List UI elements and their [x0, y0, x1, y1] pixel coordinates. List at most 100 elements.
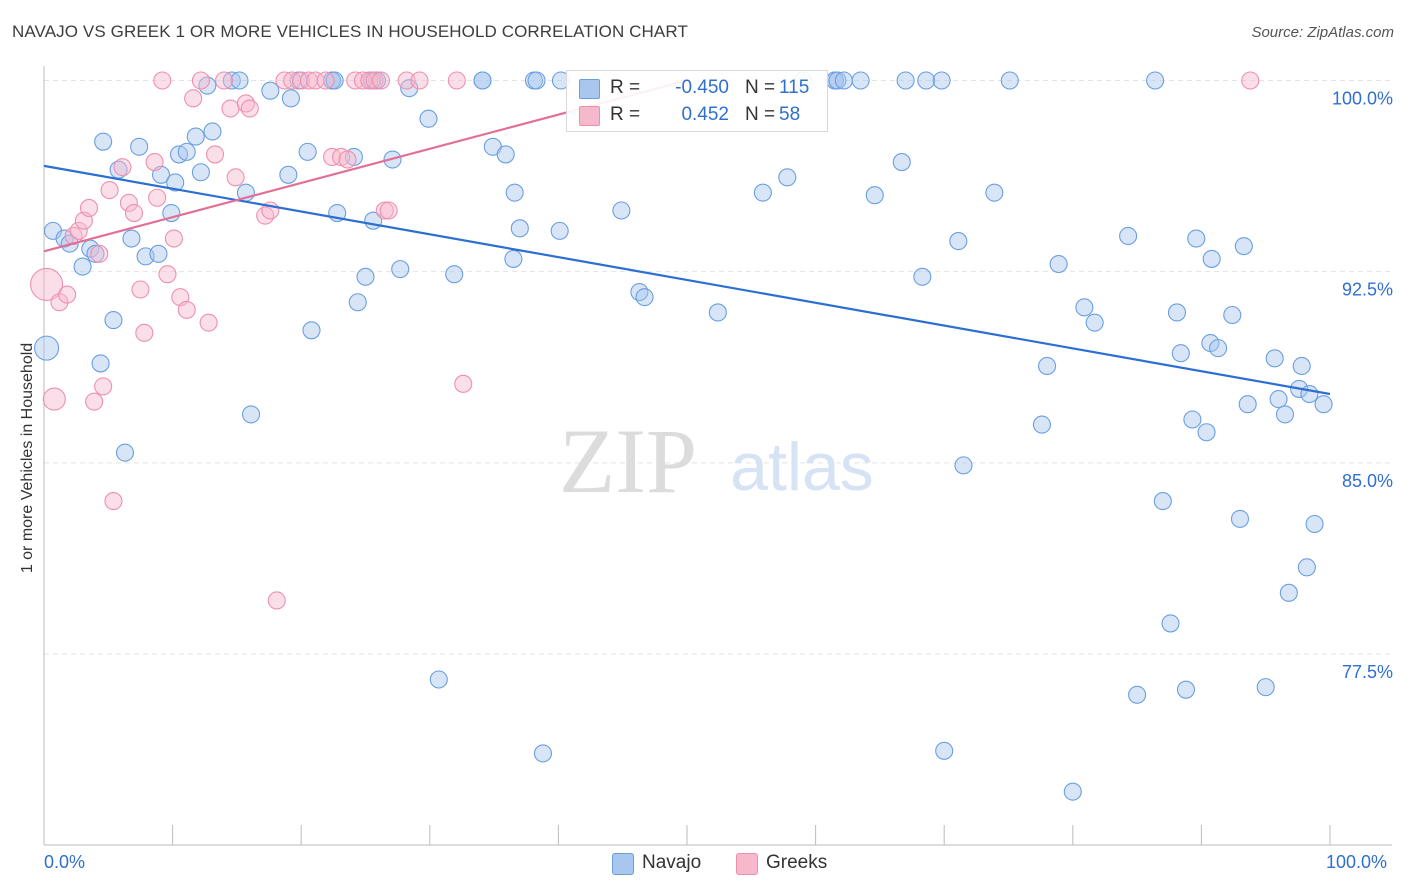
navajo-point — [917, 71, 936, 90]
navajo-point — [86, 244, 105, 263]
navajo-point — [1279, 583, 1298, 602]
greeks-point — [153, 71, 172, 90]
navajo-point — [281, 89, 300, 108]
greeks-point — [338, 150, 357, 169]
navajo-point — [241, 405, 261, 424]
greeks-point — [397, 71, 416, 90]
navajo-point — [302, 321, 321, 340]
navajo-point — [203, 122, 222, 141]
navajo-point — [1161, 614, 1180, 633]
navajo-point — [630, 283, 649, 302]
legend-swatch-navajo — [612, 853, 634, 875]
x-tick-label-max: 100.0% — [1326, 852, 1388, 872]
greeks-points — [30, 71, 1260, 610]
navajo-point — [1119, 226, 1138, 246]
navajo-point — [230, 71, 249, 90]
navajo-point — [186, 127, 205, 146]
navajo-point — [1234, 237, 1253, 256]
greeks-point — [158, 265, 177, 284]
navajo-point — [834, 71, 853, 90]
greeks-point — [256, 206, 275, 225]
navajo-point — [122, 229, 141, 248]
navajo-point — [778, 168, 797, 187]
greeks-point — [145, 153, 164, 172]
navajo-point — [1314, 395, 1333, 414]
n-value: 58 — [779, 104, 801, 125]
r-label: R = — [610, 77, 641, 98]
watermark-atlas: atlas — [730, 429, 874, 505]
navajo-point — [1176, 680, 1196, 699]
navajo-point — [149, 244, 168, 263]
greeks-point — [205, 145, 225, 164]
chart-title: NAVAJO VS GREEK 1 OR MORE VEHICLES IN HO… — [12, 22, 688, 41]
navajo-point — [935, 741, 954, 760]
navajo-point — [1038, 356, 1057, 376]
navajo-point — [391, 260, 410, 279]
greeks-point — [164, 229, 183, 248]
greeks-point — [191, 71, 210, 90]
greeks-point — [30, 267, 64, 301]
watermark-zip: ZIP — [559, 410, 697, 512]
navajo-point — [166, 173, 185, 192]
y-tick-label: 77.5% — [1342, 662, 1393, 682]
greeks-point — [454, 374, 473, 393]
navajo-point — [1265, 349, 1284, 368]
navajo-point — [279, 165, 298, 184]
navajo-point — [1297, 558, 1316, 577]
greeks-point — [113, 158, 132, 177]
navajo-point — [527, 71, 546, 90]
y-tick-label: 92.5% — [1342, 280, 1393, 300]
greeks-point — [240, 99, 259, 118]
navajo-point — [298, 142, 317, 161]
greeks-point — [119, 193, 138, 212]
navajo-point — [612, 201, 631, 220]
navajo-point — [91, 354, 110, 373]
greeks-point — [306, 71, 325, 90]
gridlines — [44, 80, 1392, 655]
navajo-point — [94, 132, 113, 151]
greeks-point — [346, 71, 365, 90]
greeks-point — [85, 392, 104, 411]
navajo-point — [1167, 303, 1187, 322]
navajo-point — [913, 267, 932, 286]
greeks-point — [184, 89, 203, 108]
navajo-point — [73, 257, 92, 276]
greeks-point — [214, 71, 234, 90]
n-label: N = — [745, 104, 776, 125]
correlation-legend: R = -0.450 N = 115 R = 0.452 N = 58 — [566, 70, 828, 132]
greeks-point — [292, 71, 311, 90]
navajo-point — [510, 219, 529, 238]
n-value: 115 — [779, 77, 810, 98]
navajo-point — [1075, 298, 1094, 317]
greeks-point — [124, 203, 144, 223]
navajo-point — [1063, 782, 1082, 801]
navajo-point — [1197, 423, 1216, 442]
navajo-point — [932, 71, 951, 90]
navajo-point — [1202, 249, 1221, 268]
navajo-point — [115, 443, 135, 462]
navajo-point — [1183, 410, 1202, 429]
navajo-point — [533, 744, 553, 763]
greeks-point — [100, 181, 119, 200]
navajo-point — [419, 109, 438, 128]
greeks-point — [199, 313, 218, 332]
greeks-point — [379, 201, 398, 220]
navajo-point — [1305, 514, 1324, 534]
greeks-point — [177, 300, 196, 319]
navajo-point — [1223, 305, 1242, 325]
navajo-point — [191, 163, 210, 182]
r-label: R = — [610, 104, 641, 125]
greeks-point — [365, 71, 384, 90]
navajo-point — [81, 239, 100, 258]
navajo-point — [1128, 685, 1147, 704]
navajo-point — [261, 81, 280, 100]
navajo-point — [496, 145, 515, 164]
legend-swatch-greeks — [579, 106, 600, 126]
navajo-point — [1146, 71, 1165, 90]
navajo-point — [635, 288, 654, 307]
greeks-point — [267, 591, 286, 610]
navajo-point — [505, 183, 524, 202]
navajo-point — [1187, 229, 1206, 248]
greeks-point — [135, 323, 154, 342]
